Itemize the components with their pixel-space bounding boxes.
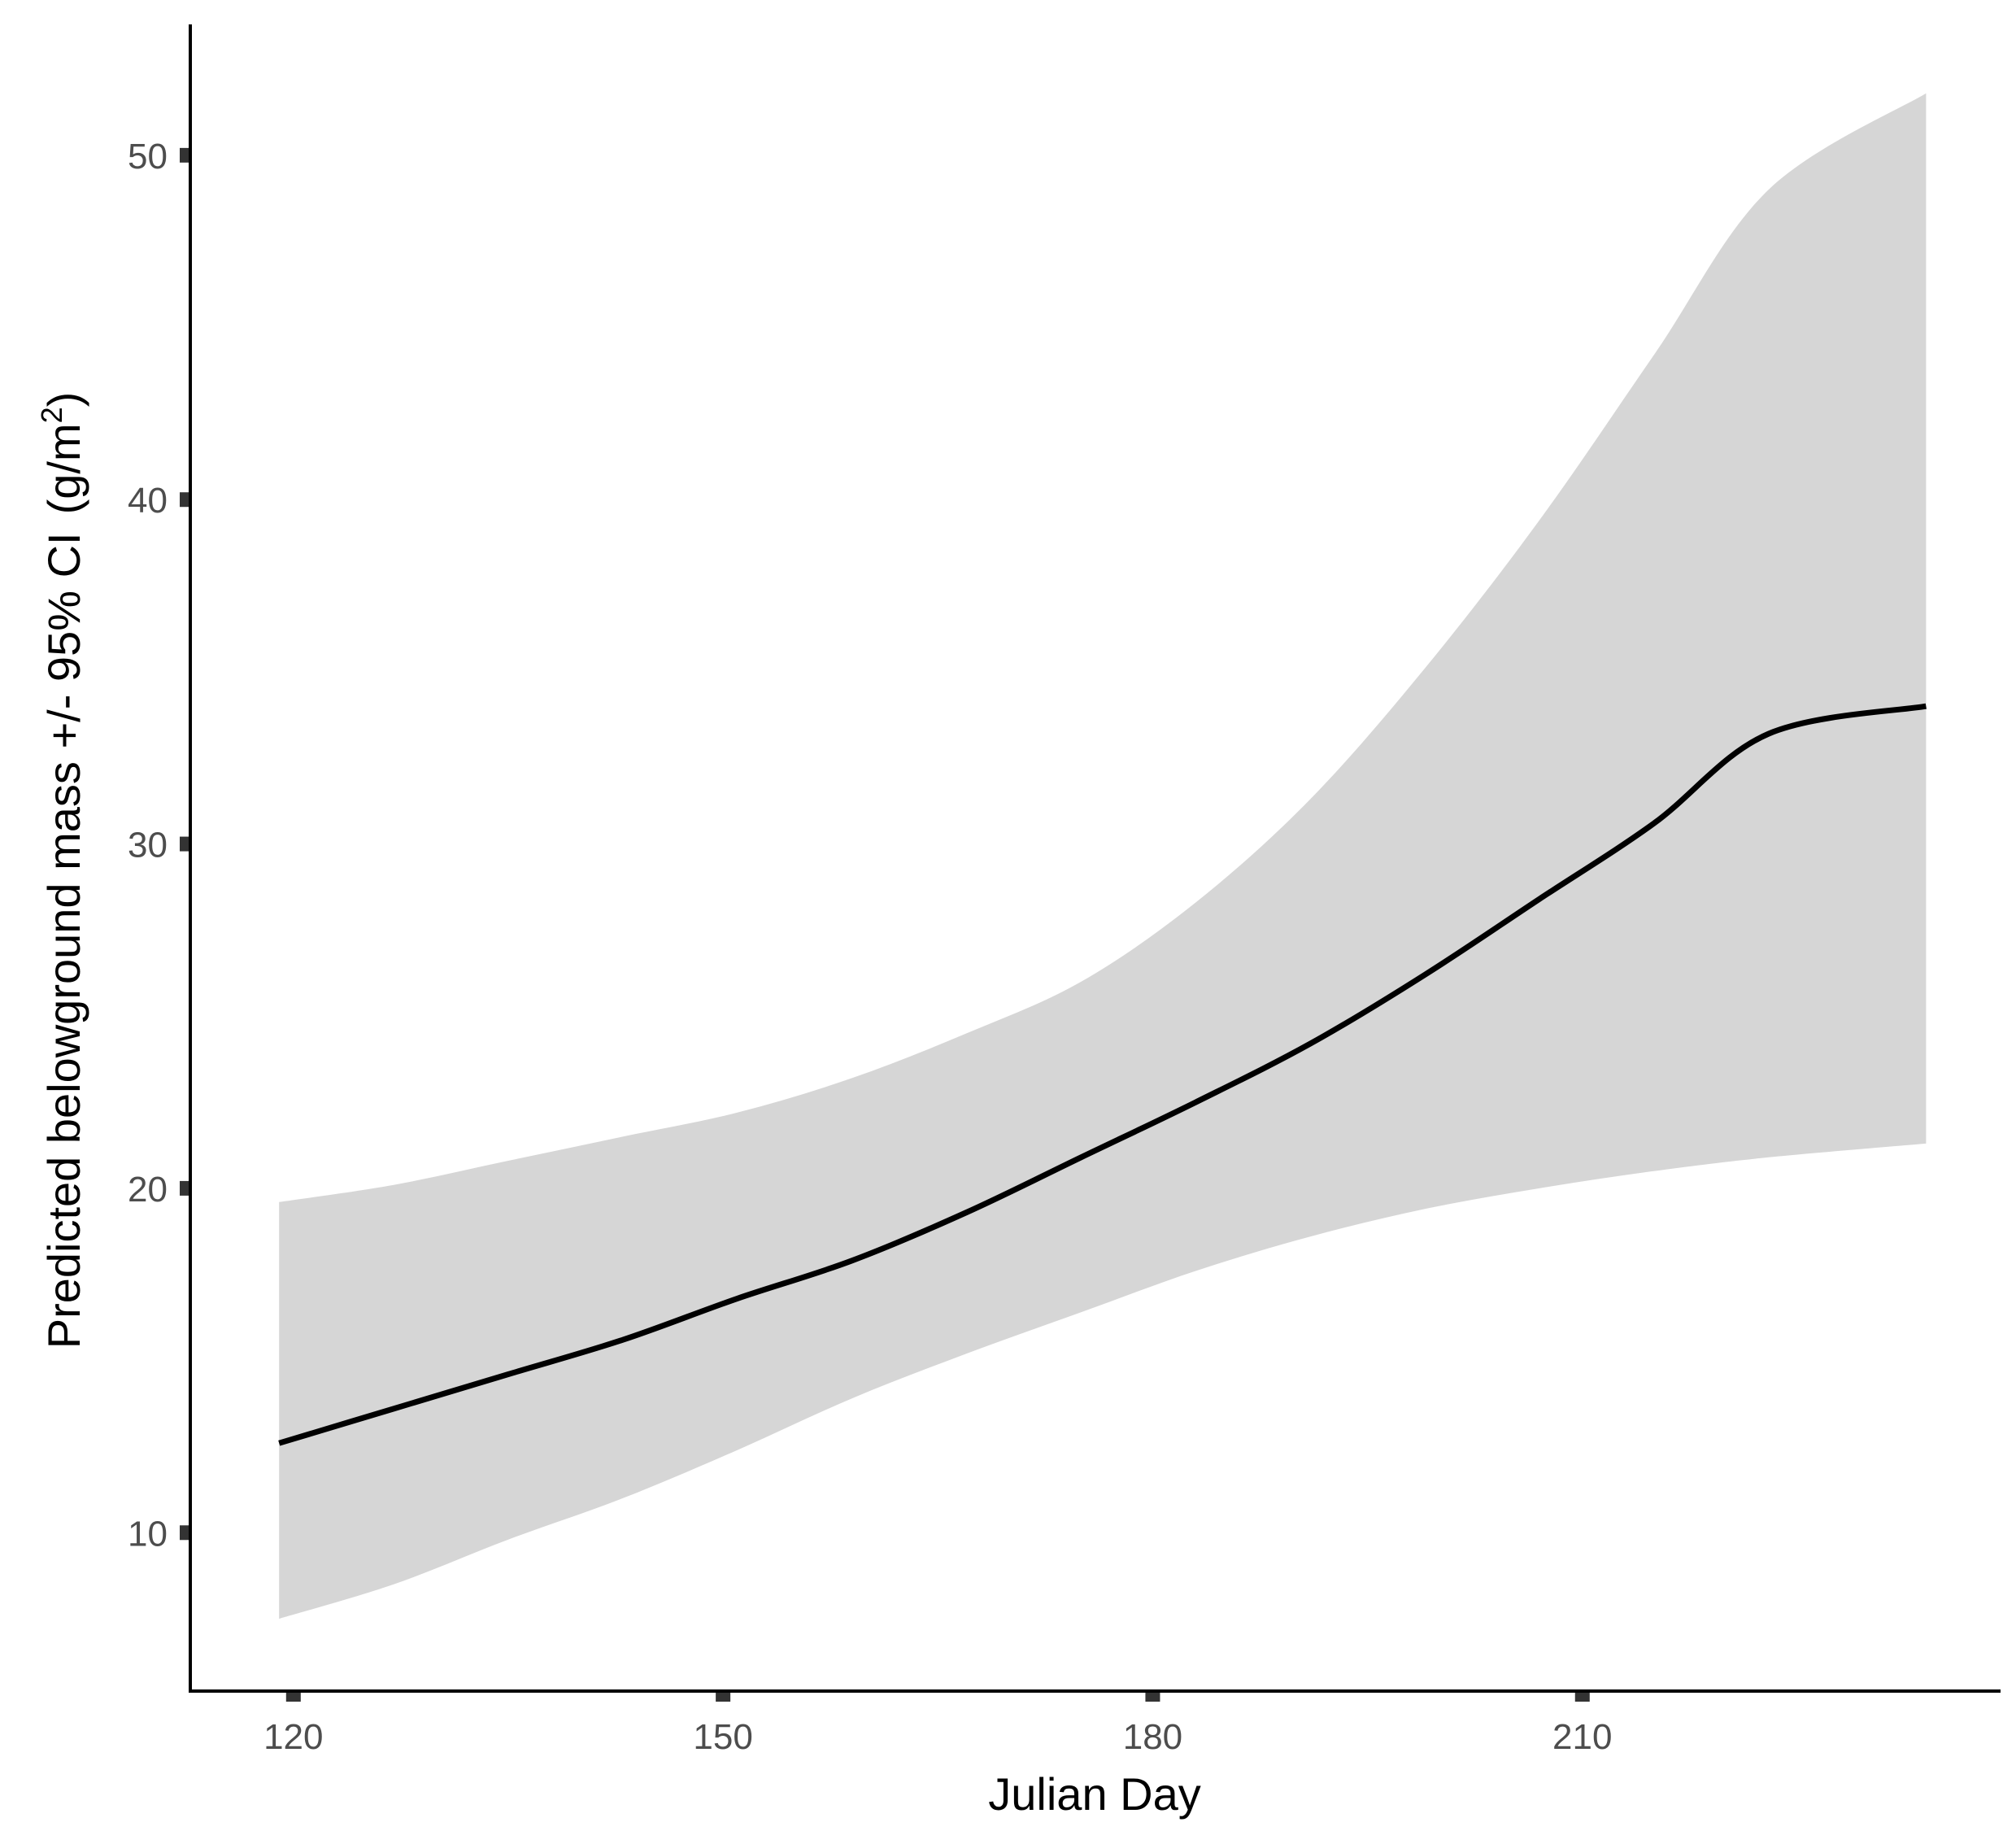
fit-line-layer: [278, 703, 1927, 1446]
x-tick-label: 120: [263, 1717, 323, 1757]
y-axis-title-main: Predicted belowground mass +/- 95% CI: [38, 532, 89, 1349]
fit-line: [278, 703, 1927, 1446]
y-tick-label: 40: [128, 481, 168, 521]
y-axis-title-unit-close: ): [38, 392, 89, 408]
y-axis-title-unit-sup: 2: [35, 407, 68, 423]
y-axis-title-unit: (g/m: [38, 423, 89, 514]
x-axis-title: Julian Day: [988, 1768, 1200, 1820]
ci-ribbon-layer: [279, 93, 1927, 1619]
ci-ribbon: [279, 93, 1927, 1619]
x-tick-label: 150: [693, 1717, 752, 1757]
x-tick-label: 180: [1123, 1717, 1182, 1757]
y-tick-label: 20: [128, 1170, 168, 1210]
x-axis-ticks: 120 150 180 210: [263, 1693, 1612, 1757]
y-axis-title: Predicted belowground mass +/- 95% CI (g/…: [35, 392, 89, 1349]
y-tick-label: 10: [128, 1514, 168, 1554]
y-tick-label: 30: [128, 826, 168, 865]
x-tick-label: 210: [1552, 1717, 1612, 1757]
y-axis-ticks: 10 20 30 40 50: [128, 137, 189, 1554]
y-tick-label: 50: [128, 137, 168, 177]
